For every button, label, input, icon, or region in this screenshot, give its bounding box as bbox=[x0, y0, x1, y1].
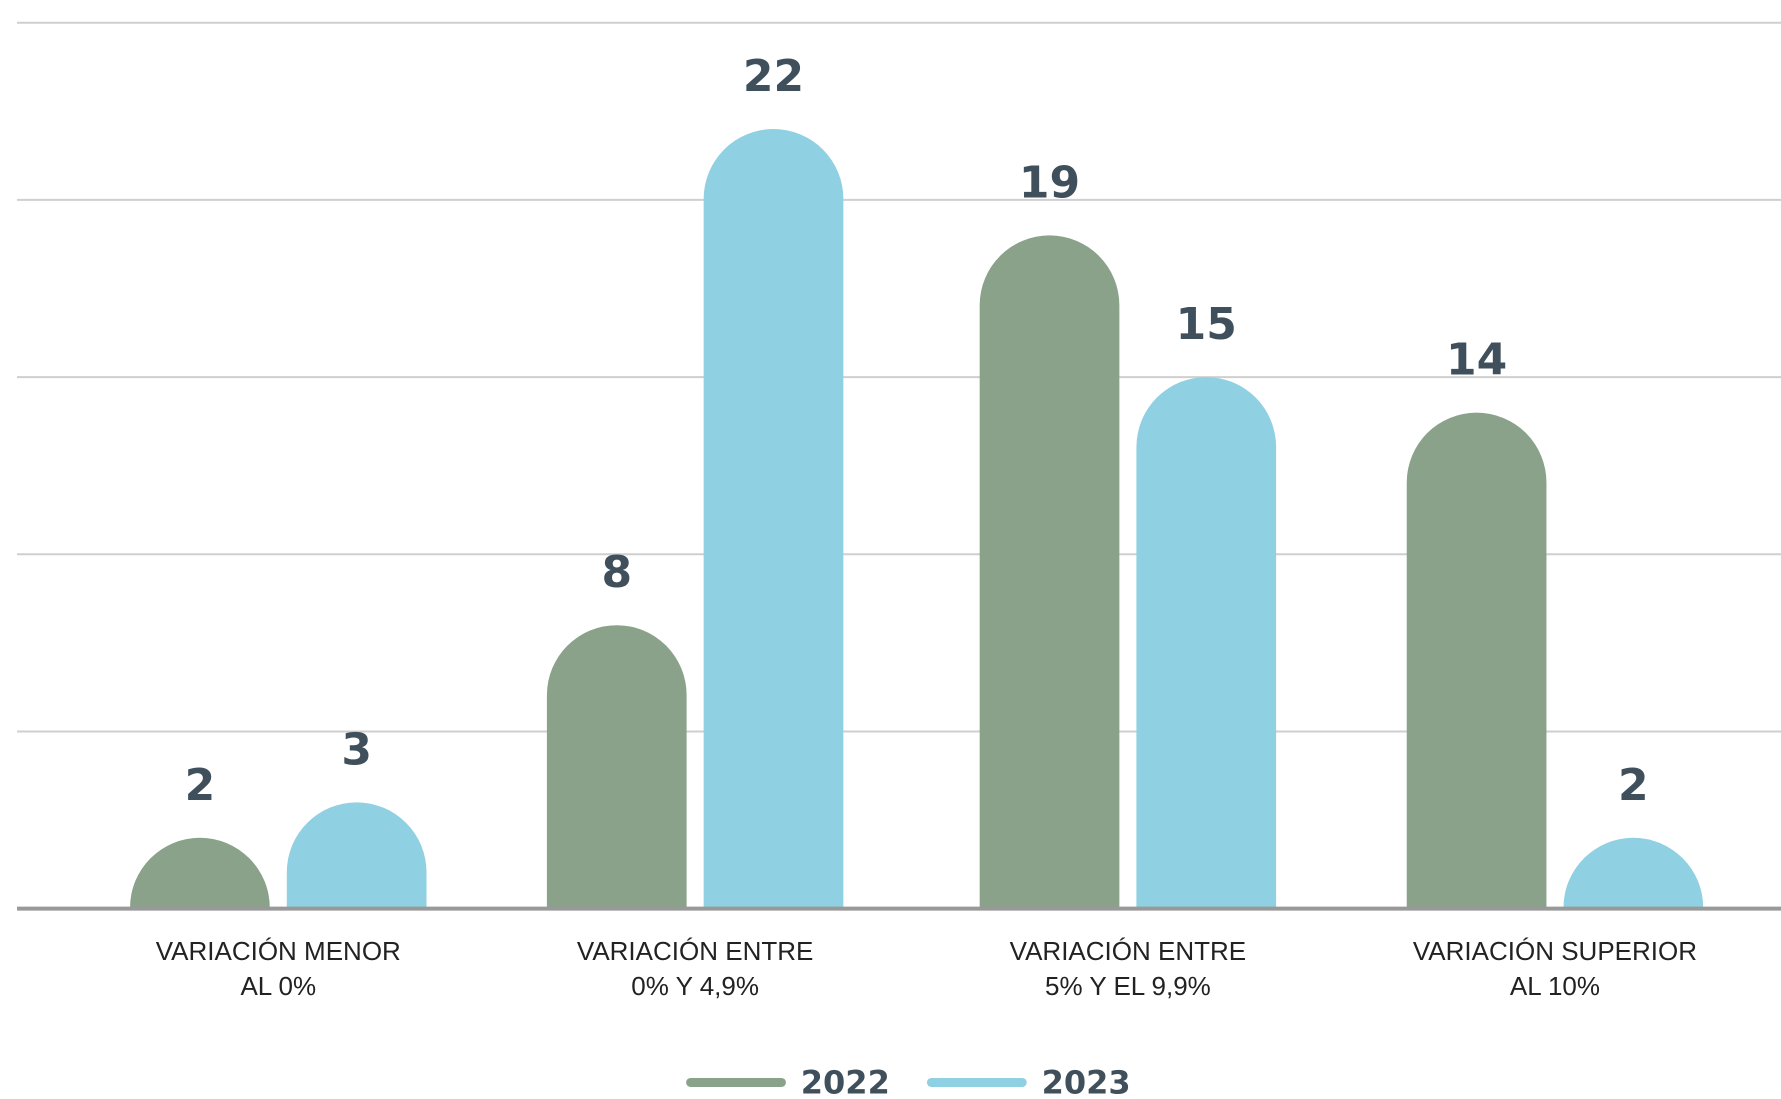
value-label: 19 bbox=[1019, 157, 1080, 208]
x-tick-label: VARIACIÓN ENTRE bbox=[1010, 936, 1246, 966]
bar bbox=[546, 625, 687, 909]
value-label: 3 bbox=[341, 724, 372, 775]
value-label: 8 bbox=[601, 547, 632, 598]
bar bbox=[130, 837, 270, 909]
bar bbox=[1406, 412, 1547, 909]
x-tick-label: VARIACIÓN SUPERIOR bbox=[1413, 936, 1697, 966]
x-tick-label: VARIACIÓN MENOR bbox=[156, 936, 401, 966]
x-tick-label: 5% Y EL 9,9% bbox=[1045, 971, 1211, 1001]
x-tick-label: VARIACIÓN ENTRE bbox=[577, 936, 813, 966]
x-tick-label: 0% Y 4,9% bbox=[631, 971, 759, 1001]
bar bbox=[979, 235, 1120, 909]
legend-label: 2022 bbox=[801, 1063, 890, 1099]
x-tick-label: AL 10% bbox=[1510, 971, 1600, 1001]
value-label: 22 bbox=[743, 51, 804, 102]
bar bbox=[1136, 377, 1277, 909]
bar bbox=[1563, 837, 1704, 909]
value-label: 2 bbox=[1618, 760, 1649, 811]
x-tick-label: AL 0% bbox=[240, 971, 316, 1001]
value-label: 14 bbox=[1446, 335, 1507, 386]
legend-label: 2023 bbox=[1042, 1063, 1131, 1099]
value-label: 15 bbox=[1176, 299, 1237, 350]
bar bbox=[286, 802, 427, 909]
bar bbox=[703, 129, 844, 909]
value-label: 2 bbox=[185, 760, 216, 811]
